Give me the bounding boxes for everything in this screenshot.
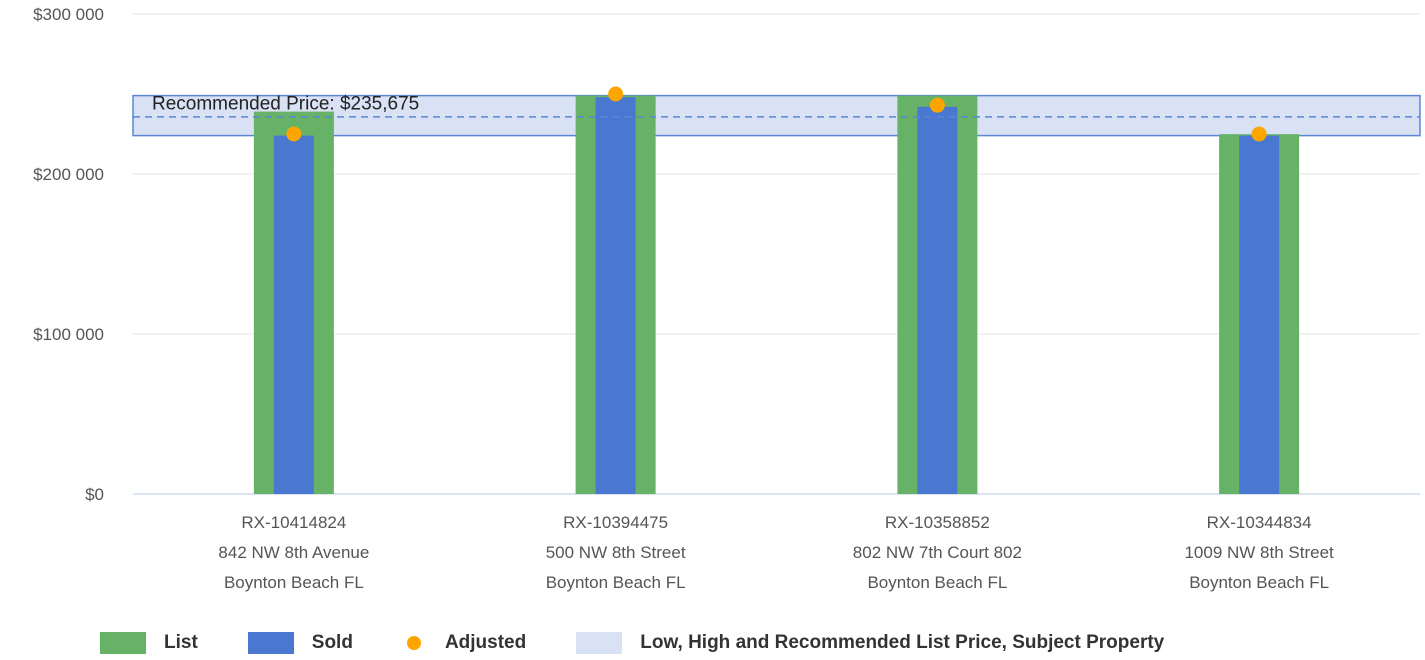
point-adjusted	[929, 97, 945, 113]
legend-item-sold[interactable]: Sold	[247, 632, 353, 654]
x-category-label-id: RX-10394475	[563, 513, 668, 532]
x-category-label-city: Boynton Beach FL	[546, 573, 686, 592]
legend-label-price-band: Low, High and Recommended List Price, Su…	[640, 632, 1165, 653]
legend-label-list: List	[164, 632, 198, 653]
recommended-price-label: Recommended Price: $235,675	[152, 94, 419, 115]
price-comparison-chart: $0 $100 000 $200 000 $300 000 Recommended Pr…	[33, 5, 1421, 592]
x-category-label-address: 500 NW 8th Street	[546, 543, 686, 562]
legend-item-list[interactable]: List	[100, 632, 198, 654]
price-band-layer	[132, 94, 1421, 137]
legend-item-price-band[interactable]: Low, High and Recommended List Price, Su…	[576, 632, 1164, 654]
x-category-label-id: RX-10344834	[1207, 513, 1312, 532]
x-category-label-address: 802 NW 7th Court 802	[853, 543, 1022, 562]
x-category-label-id: RX-10414824	[241, 513, 346, 532]
legend-swatch-sold	[247, 632, 294, 654]
point-adjusted	[1251, 126, 1267, 142]
overlay-layer	[133, 86, 1420, 142]
y-tick-label: $200 000	[33, 165, 104, 184]
legend-item-adjusted[interactable]: Adjusted	[403, 632, 526, 654]
x-category-label-city: Boynton Beach FL	[224, 573, 364, 592]
point-adjusted	[286, 126, 302, 142]
chart-legend: List Sold Adjusted Low, High and Recomme…	[100, 628, 1214, 658]
y-tick-label: $300 000	[33, 5, 104, 24]
point-adjusted	[608, 86, 624, 102]
legend-swatch-list	[100, 632, 146, 654]
x-category-label-id: RX-10358852	[885, 513, 990, 532]
legend-dot-adjusted	[406, 636, 421, 650]
x-category-label-city: Boynton Beach FL	[1189, 573, 1329, 592]
bar-sold	[595, 97, 636, 494]
y-tick-label: $0	[85, 485, 104, 504]
legend-label-sold: Sold	[311, 632, 353, 653]
bar-layer	[253, 95, 1300, 495]
label-layer: $0 $100 000 $200 000 $300 000 Recommended Pr…	[33, 5, 1334, 592]
legend-swatch-price-band	[576, 632, 623, 654]
x-category-label-city: Boynton Beach FL	[867, 573, 1007, 592]
grid-layer	[133, 13, 1420, 495]
price-band	[132, 94, 1421, 137]
legend-label-adjusted: Adjusted	[444, 632, 527, 653]
bar-sold	[273, 135, 314, 494]
x-category-label-address: 842 NW 8th Avenue	[218, 543, 369, 562]
y-tick-label: $100 000	[33, 325, 104, 344]
x-category-label-address: 1009 NW 8th Street	[1184, 543, 1334, 562]
bar-sold	[1239, 135, 1280, 494]
bar-sold	[917, 106, 958, 495]
